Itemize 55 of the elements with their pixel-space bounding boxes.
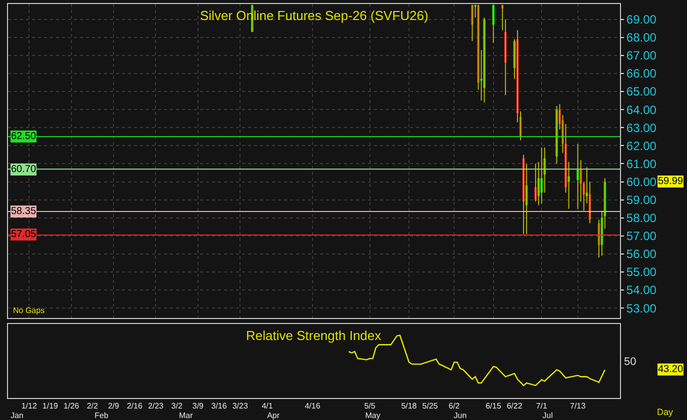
y-tick-label: 63.00 xyxy=(626,120,657,135)
ref-line-label: 62.50 xyxy=(11,131,36,142)
x-tick-label: 4/16 xyxy=(304,402,321,411)
x-tick-label: 2/23 xyxy=(148,402,164,411)
y-tick-label: 64.00 xyxy=(626,102,657,117)
y-tick-label: 59.00 xyxy=(626,193,657,207)
x-tick-label: 7/1 xyxy=(536,402,548,411)
x-tick-label: 1/12 xyxy=(21,402,38,411)
x-tick-label: 5/25 xyxy=(422,402,438,411)
x2-tick-label: Apr xyxy=(267,411,280,420)
y-tick-label: 53.00 xyxy=(626,301,657,316)
x-tick-label: 7/13 xyxy=(570,402,586,411)
y-tick-label: 58.00 xyxy=(626,211,657,226)
x-tick-label: 2/2 xyxy=(86,402,99,411)
y-tick-label: 60.00 xyxy=(626,174,657,189)
ref-line-label: 57.05 xyxy=(11,229,36,240)
y-tick-label: 56.00 xyxy=(626,247,657,262)
x2-tick-label: Feb xyxy=(94,411,109,420)
y-tick-label: 57.00 xyxy=(626,229,657,244)
x-tick-label: 2/9 xyxy=(108,402,120,411)
y-tick-label: 69.00 xyxy=(626,12,657,27)
x-tick-label: 2/16 xyxy=(126,402,143,411)
x2-tick-label: Jun xyxy=(454,411,467,420)
text: Day xyxy=(657,407,674,417)
x-tick-label: 6/2 xyxy=(448,402,460,411)
x2-tick-label: May xyxy=(365,411,380,420)
chart-title: Relative Strength Index xyxy=(246,328,382,343)
text: 43.20 xyxy=(658,364,684,375)
x-tick-label: 3/9 xyxy=(192,402,204,411)
ref-line-label: 60.70 xyxy=(11,164,36,175)
y-tick-label: 62.00 xyxy=(626,138,657,153)
y-tick-label: 68.00 xyxy=(626,30,657,45)
y-tick-label: 55.00 xyxy=(626,265,657,280)
x-tick-label: 1/26 xyxy=(64,402,80,411)
x-tick-label: 5/5 xyxy=(364,402,376,411)
y-tick-label: 65.00 xyxy=(626,84,657,99)
x2-tick-label: Mar xyxy=(178,411,194,420)
y-tick-label: 61.00 xyxy=(626,156,657,171)
text: 59.99 xyxy=(658,176,684,187)
x-tick-label: 3/2 xyxy=(171,402,183,411)
x-tick-label: 4/1 xyxy=(262,402,274,411)
x-tick-label: 3/16 xyxy=(211,402,228,411)
x2-tick-label: Jul xyxy=(542,411,553,420)
x-tick-label: 6/22 xyxy=(506,402,523,411)
text: 50 xyxy=(624,356,636,368)
y-tick-label: 54.00 xyxy=(626,283,657,298)
y-tick-label: 66.00 xyxy=(626,66,657,81)
y-tick-label: 67.00 xyxy=(626,48,657,63)
x-tick-label: 6/15 xyxy=(486,402,502,411)
x2-tick-label: Jan xyxy=(10,411,24,420)
x-tick-label: 1/19 xyxy=(42,402,59,411)
ref-line-label: 58.35 xyxy=(11,206,36,217)
annotation: No Gaps xyxy=(13,306,45,315)
x-tick-label: 3/23 xyxy=(232,402,248,411)
x-tick-label: 5/18 xyxy=(401,402,418,411)
